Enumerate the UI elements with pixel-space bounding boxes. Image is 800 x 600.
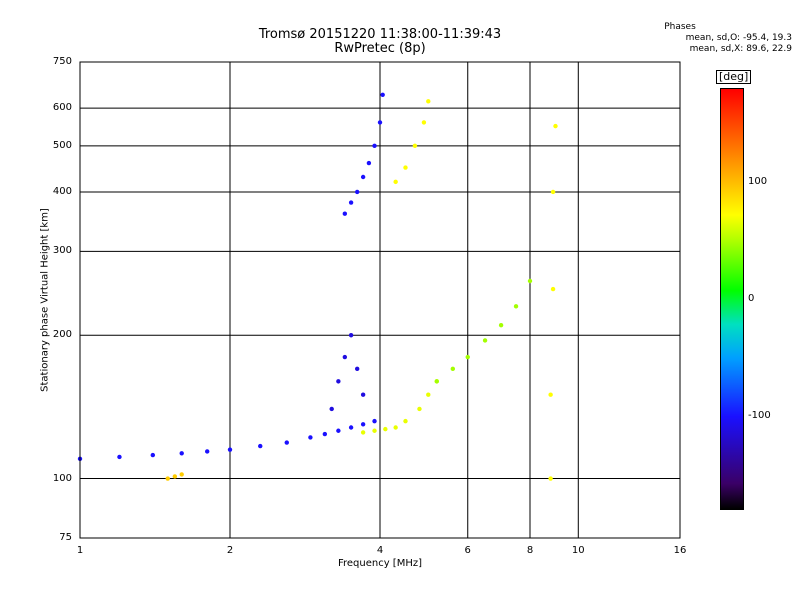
- colorbar-tick-label: 100: [748, 175, 768, 187]
- data-point: [308, 435, 313, 440]
- x-axis-label: Frequency [MHz]: [337, 558, 423, 569]
- data-point: [204, 449, 210, 454]
- data-point: [348, 200, 354, 205]
- data-point: [548, 476, 553, 481]
- data-point: [417, 406, 422, 412]
- y-tick-label: 750: [52, 56, 72, 67]
- phase-colorbar: [720, 88, 744, 510]
- data-point: [421, 120, 427, 125]
- data-point: [412, 143, 418, 149]
- data-point: [383, 426, 388, 432]
- colorbar-tick-label: 0: [748, 293, 755, 304]
- data-point: [550, 189, 556, 195]
- data-point: [336, 428, 341, 433]
- colorbar-unit: [deg]: [716, 70, 752, 84]
- data-point: [258, 443, 263, 449]
- data-point: [179, 451, 184, 456]
- data-point: [366, 160, 372, 166]
- y-tick-label: 75: [59, 532, 72, 543]
- data-point: [172, 474, 178, 479]
- data-point: [498, 322, 504, 328]
- data-point: [342, 211, 348, 216]
- x-tick-label: 2: [226, 545, 234, 556]
- y-tick-label: 400: [52, 185, 72, 197]
- data-point: [348, 333, 354, 338]
- data-point: [227, 447, 233, 452]
- data-point: [322, 431, 328, 437]
- data-point: [342, 354, 348, 360]
- data-point: [372, 418, 377, 424]
- data-point: [426, 392, 431, 397]
- data-point: [360, 430, 366, 435]
- data-point: [377, 120, 383, 125]
- data-point: [527, 278, 533, 284]
- x-tick-label: 10: [571, 545, 585, 556]
- data-point: [465, 354, 470, 360]
- plot-frame: [79, 61, 681, 539]
- data-point: [117, 454, 122, 460]
- data-point: [348, 425, 354, 430]
- x-mode-stats: mean, sd,X: 89.6, 22.9: [689, 44, 792, 54]
- x-tick-label: 16: [673, 545, 687, 556]
- data-point: [550, 286, 556, 292]
- data-point: [403, 418, 408, 424]
- data-point: [403, 165, 408, 170]
- x-tick-label: 6: [464, 545, 471, 556]
- plot-grid: [79, 62, 680, 538]
- x-tick-label: 8: [526, 545, 534, 556]
- data-point: [354, 366, 360, 372]
- y-tick-label: 200: [52, 329, 72, 341]
- data-point: [354, 189, 360, 195]
- data-point: [393, 179, 398, 185]
- data-point: [553, 123, 558, 129]
- data-point: [360, 422, 366, 427]
- data-point: [372, 428, 377, 433]
- y-axis-label: Stationary phase Virtual Height [km]: [39, 208, 51, 392]
- data-point: [513, 304, 519, 309]
- data-point: [284, 440, 289, 445]
- data-points: [77, 92, 558, 481]
- colorbar-tick-label: -100: [748, 410, 771, 422]
- phases-heading: Phases: [664, 22, 696, 32]
- data-point: [482, 338, 488, 343]
- data-point: [360, 174, 366, 180]
- data-point: [393, 425, 398, 430]
- chart-title: Tromsø 20151220 11:38:00-11:39:43: [258, 27, 502, 42]
- data-point: [360, 392, 366, 397]
- o-mode-stats: mean, sd,O: -95.4, 19.3: [685, 33, 792, 43]
- y-tick-label: 600: [52, 102, 72, 114]
- data-point: [179, 472, 184, 477]
- data-point: [329, 406, 334, 412]
- y-tick-label: 500: [52, 139, 72, 151]
- data-point: [548, 392, 553, 397]
- x-tick-label: 1: [76, 545, 84, 556]
- data-point: [165, 476, 170, 481]
- data-point: [380, 92, 385, 97]
- data-point: [336, 379, 341, 384]
- chart-subtitle: RwPretec (8p): [334, 41, 426, 56]
- data-point: [372, 143, 377, 149]
- y-tick-label: 100: [52, 472, 72, 484]
- y-tick-label: 300: [52, 245, 72, 257]
- data-point: [434, 379, 439, 384]
- data-point: [450, 366, 456, 372]
- data-point: [426, 99, 431, 104]
- data-point: [150, 452, 156, 458]
- x-tick-label: 4: [376, 545, 384, 556]
